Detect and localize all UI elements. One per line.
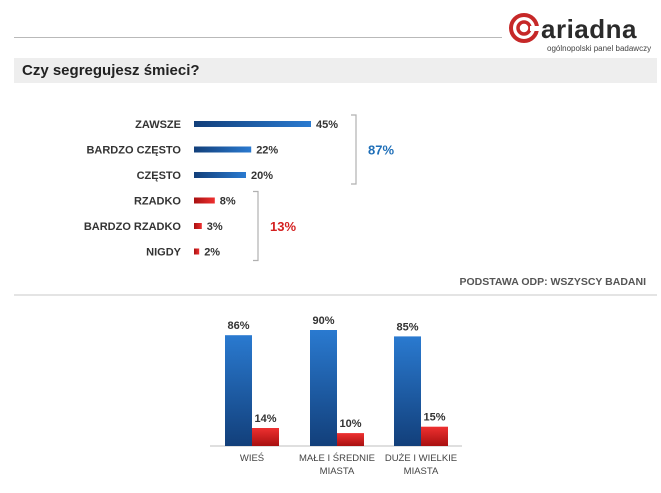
bar [194,121,311,127]
brand-tagline: ogólnopolski panel badawczy [547,44,652,53]
group-total-label: 13% [270,219,296,234]
category-label: WIEŚ [240,452,264,464]
header-divider [14,37,502,38]
bar [194,146,252,153]
value-label: 8% [220,196,236,208]
bar [337,433,364,446]
title-bar: Czy segregujesz śmieci? [14,58,657,83]
category-label: MAŁE I ŚREDNIE [299,452,375,464]
group-bracket [253,190,259,262]
bar [310,330,337,446]
bar [194,172,246,178]
value-label: 45% [316,119,338,131]
bar [394,336,421,446]
value-label: 3% [207,221,223,233]
base-note: PODSTAWA ODP: WSZYSCY BADANI [459,276,646,288]
value-label: 2% [204,247,220,259]
ariadna-logo: ariadna ogólnopolski panel badawczy [509,12,659,53]
bar [421,426,448,446]
value-label: 86% [227,320,249,332]
bar [225,335,252,446]
page-title: Czy segregujesz śmieci? [22,62,200,79]
value-label: 14% [254,413,276,425]
category-label: RZADKO [134,196,181,208]
category-label: DUŻE I WIELKIE [385,453,457,464]
value-label: 15% [423,412,445,424]
value-label: 20% [251,170,273,182]
category-label: ZAWSZE [135,119,181,131]
category-label: NIGDY [146,247,182,259]
bar [194,223,202,229]
brand-name: ariadna [541,14,637,44]
category-label: MIASTA [404,466,439,477]
bar [252,428,279,446]
category-label: MIASTA [320,466,355,477]
group-bracket [351,114,357,185]
value-label: 90% [312,315,334,327]
value-label: 85% [396,321,418,333]
bar [194,248,200,255]
category-label: BARDZO RZADKO [84,221,182,233]
ariadna-spiral-icon [509,13,539,43]
category-label: CZĘSTO [137,170,182,182]
value-label: 22% [256,145,278,157]
group-total-label: 87% [368,143,394,158]
category-label: BARDZO CZĘSTO [86,145,181,157]
bar [194,197,215,204]
value-label: 10% [339,418,361,430]
